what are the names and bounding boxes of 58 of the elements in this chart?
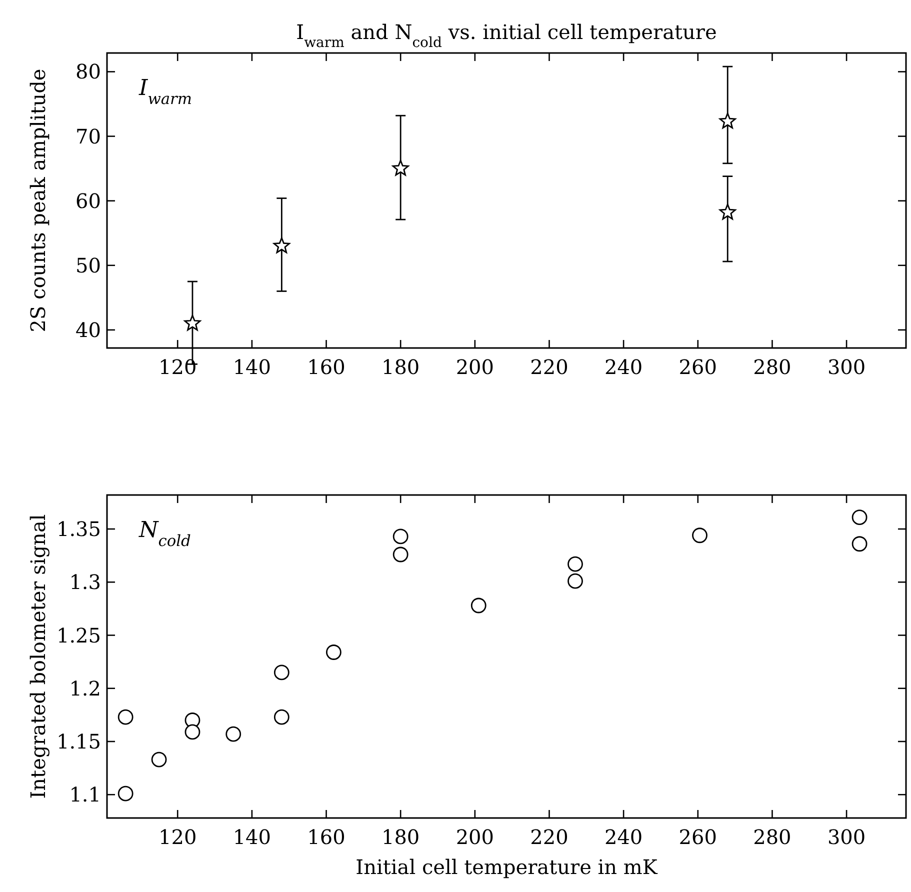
y-tick-label: 40 — [76, 318, 101, 342]
x-tick-label: 200 — [456, 825, 494, 849]
y-tick-label: 1.15 — [56, 730, 101, 754]
x-tick-label: 300 — [827, 355, 866, 379]
x-tick-label: 280 — [753, 825, 792, 849]
x-tick-label: 300 — [827, 825, 866, 849]
x-tick-label: 280 — [753, 355, 792, 379]
y-axis-title: 2S counts peak amplitude — [26, 68, 50, 332]
chart-title: I$_{warm}$ and N$_{cold}$ vs. initial cell temperature — [296, 20, 717, 51]
annotation: N$_{cold}$ — [138, 518, 192, 550]
point — [719, 112, 736, 129]
point — [151, 752, 167, 768]
y-tick-label: 1.2 — [69, 676, 101, 700]
point — [118, 709, 134, 725]
x-tick-label: 220 — [530, 825, 568, 849]
x-tick-label: 200 — [456, 355, 494, 379]
x-tick-label: 260 — [678, 825, 717, 849]
y-tick-label: 1.3 — [69, 570, 101, 594]
y-axis-title: Integrated bolometer signal — [26, 514, 50, 799]
point — [470, 598, 486, 614]
y-tick-label: 50 — [76, 253, 101, 278]
point — [852, 536, 868, 552]
x-tick-label: 220 — [530, 355, 568, 379]
x-tick-label: 180 — [381, 825, 420, 849]
x-tick-label: 120 — [158, 355, 197, 379]
point — [326, 644, 342, 660]
x-tick-label: 240 — [604, 825, 643, 849]
x-tick-label: 120 — [158, 825, 197, 849]
point — [273, 237, 290, 254]
point — [852, 510, 868, 526]
point — [184, 314, 201, 331]
point — [692, 528, 708, 544]
x-tick-label: 160 — [307, 825, 346, 849]
x-tick-label: 140 — [232, 825, 272, 849]
x-axis-title: Initial cell temperature in mK — [356, 855, 658, 879]
y-tick-label: 60 — [76, 188, 101, 213]
point — [184, 724, 200, 740]
point — [719, 204, 736, 220]
point — [392, 160, 409, 176]
x-tick-label: 240 — [604, 355, 643, 379]
point — [568, 573, 583, 589]
y-tick-label: 1.1 — [69, 782, 101, 807]
x-tick-label: 160 — [307, 355, 346, 379]
annotation: I$_{warm}$ — [138, 76, 192, 108]
x-tick-label: 260 — [678, 355, 717, 379]
point — [274, 709, 290, 725]
point — [568, 556, 583, 572]
x-tick-label: 140 — [232, 355, 272, 379]
y-tick-label: 1.35 — [56, 517, 101, 541]
point — [392, 528, 408, 544]
point — [274, 664, 290, 680]
y-tick-label: 1.25 — [56, 623, 101, 648]
y-tick-label: 70 — [76, 124, 101, 148]
point — [226, 726, 242, 742]
point — [392, 546, 408, 562]
y-tick-label: 80 — [76, 60, 101, 84]
point — [118, 786, 134, 802]
x-tick-label: 180 — [381, 355, 420, 379]
